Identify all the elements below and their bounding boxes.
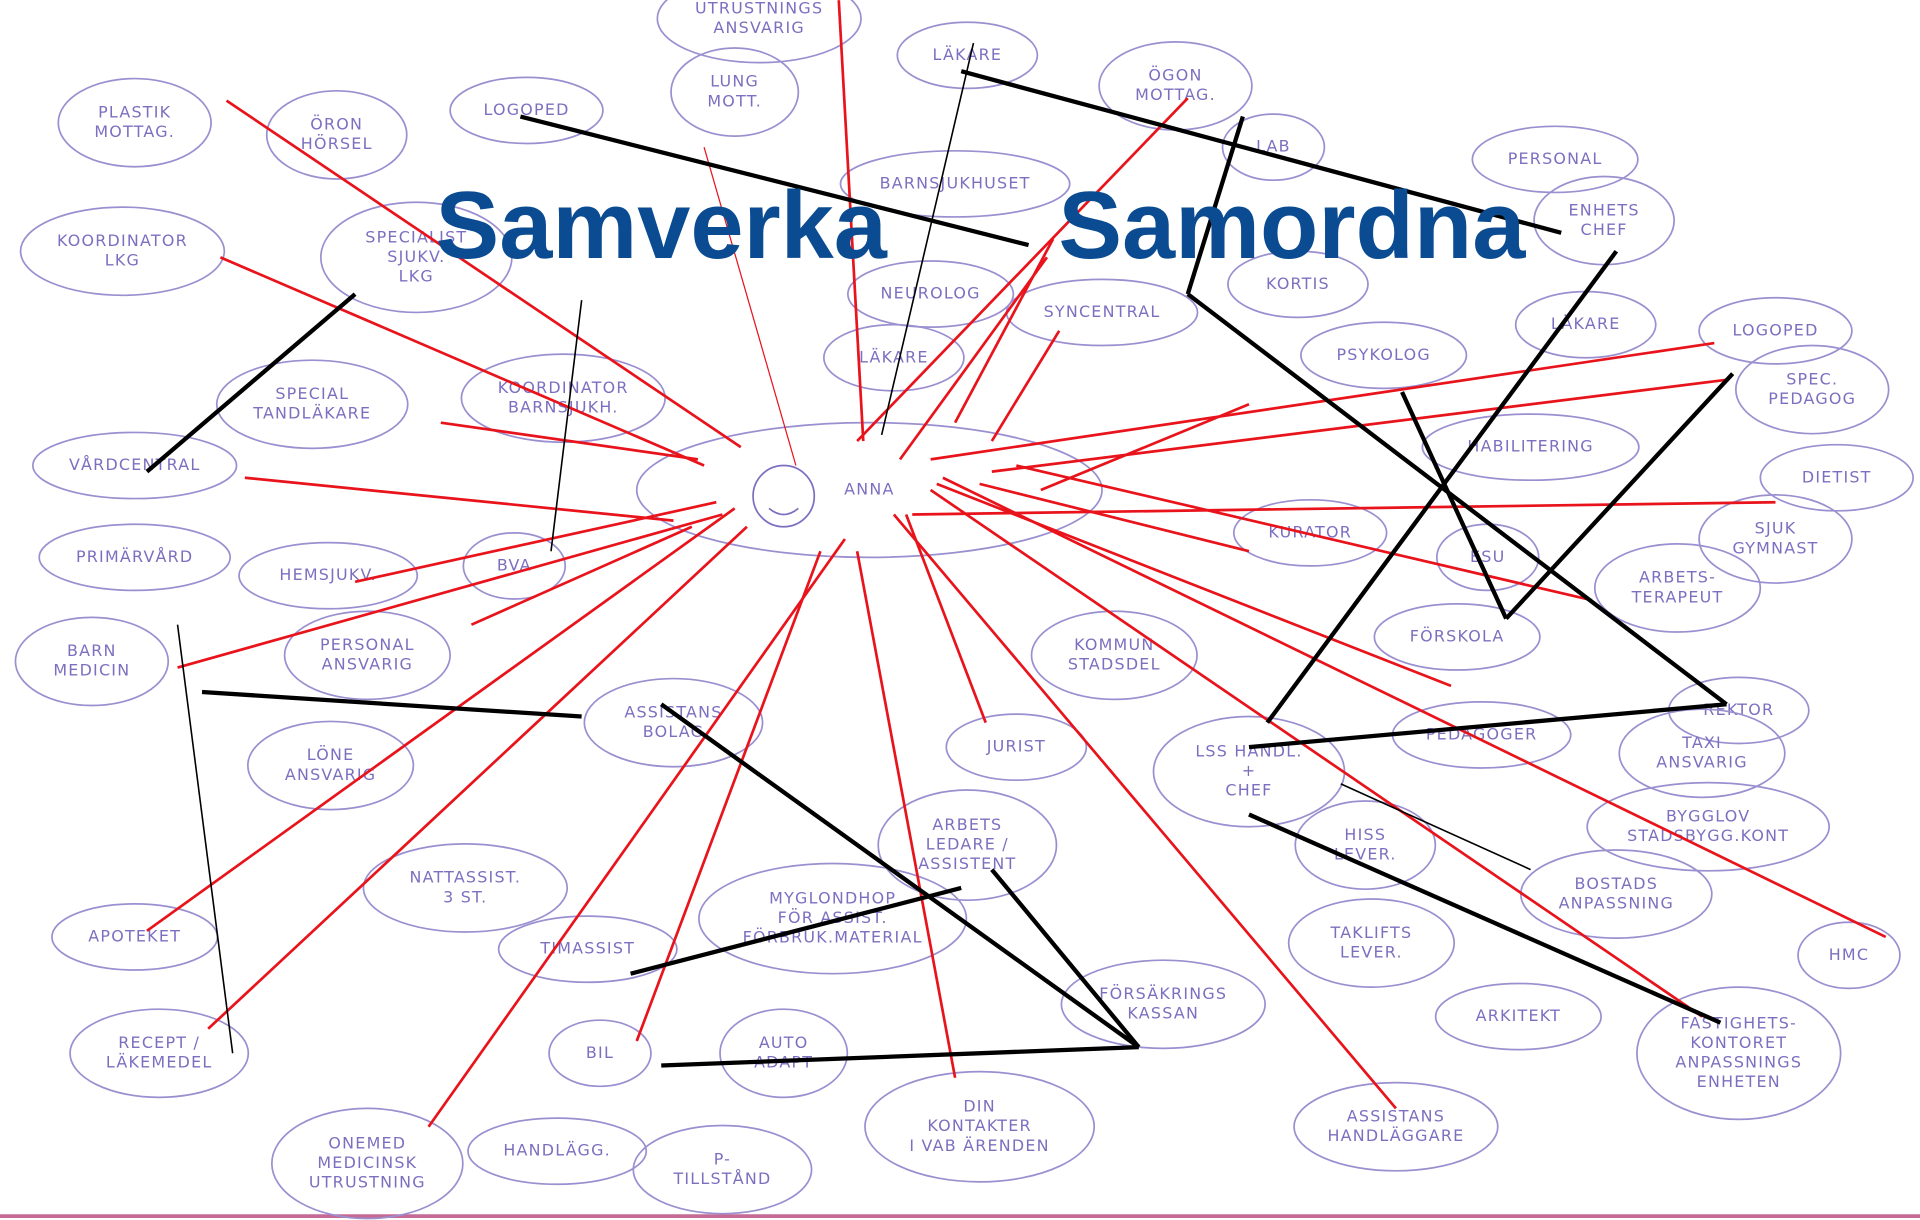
node-label: ANSVARIG [713, 18, 804, 37]
node-label: LÄKARE [859, 347, 929, 366]
node-label: STADSBYGG.KONT [1627, 826, 1789, 845]
node-label: BIL [586, 1043, 614, 1062]
node-label: ÖGON [1148, 66, 1202, 85]
node-label: TILLSTÅND [672, 1169, 771, 1188]
node-label: KOORDINATOR [57, 231, 188, 250]
node-label: HANDLÄGG. [503, 1141, 611, 1160]
node-label: NATTASSIST. [409, 868, 521, 887]
node-label: ARKITEKT [1476, 1006, 1562, 1025]
node-label: KASSAN [1127, 1004, 1199, 1023]
node-label: 3 ST. [443, 887, 487, 906]
node-label: MOTTAG. [1135, 85, 1216, 104]
node-label: ANPASSNINGS [1675, 1053, 1802, 1072]
node-label: ENHETS [1569, 200, 1640, 219]
node-label: NEUROLOG [881, 284, 981, 303]
node-label: MOTT. [707, 91, 762, 110]
node-label: ARBETS- [1639, 568, 1716, 587]
node-label: MEDICIN [53, 661, 130, 680]
node-label: ANNA [844, 480, 894, 499]
node-label: PRIMÄRVÅRD [76, 547, 193, 566]
node-label: BOSTADS [1575, 874, 1659, 893]
node-label: TAXI [1681, 733, 1722, 752]
node-label: KOMMUN [1074, 635, 1154, 654]
node-label: HISS [1344, 825, 1386, 844]
node-label: FÖRSÄKRINGS [1099, 984, 1227, 1003]
node-label: HMC [1829, 945, 1869, 964]
node-label: TAKLIFTS [1330, 923, 1413, 942]
node-label: LÖNE [307, 745, 355, 764]
node-label: JURIST [986, 737, 1046, 756]
node-label: GYMNAST [1732, 538, 1818, 557]
mind-map: UTRUSTNINGSANSVARIGLUNGMOTT.LÄKAREÖGONMO… [0, 0, 1920, 1220]
node-label: SPECIAL [275, 384, 349, 403]
node-label: KONTORET [1690, 1033, 1787, 1052]
node-label: TANDLÄKARE [252, 404, 371, 423]
node-label: PERSONAL [320, 635, 415, 654]
node-label: MYGLONDHOP [769, 888, 896, 907]
node-label: BARN [67, 641, 117, 660]
node-label: CHEF [1225, 781, 1272, 800]
node-label: LKG [105, 251, 140, 270]
node-label: SYNCENTRAL [1044, 302, 1161, 321]
node-label: LÄKEMEDEL [106, 1053, 213, 1072]
node-label: KONTAKTER [927, 1116, 1031, 1135]
node-label: HÖRSEL [301, 134, 373, 153]
node-label: PEDAGOG [1768, 389, 1856, 408]
node-label: UTRUSTNING [309, 1173, 426, 1192]
node-label: SJUK [1755, 519, 1797, 538]
node-label: KURATOR [1268, 522, 1352, 541]
node-label: LÄKARE [933, 45, 1003, 64]
node-label: FASTIGHETS- [1681, 1013, 1797, 1032]
node-label: ÖRON [310, 115, 363, 134]
page: UTRUSTNINGSANSVARIGLUNGMOTT.LÄKAREÖGONMO… [0, 0, 1920, 1220]
node-label: LUNG [710, 72, 759, 91]
node-label: PERSONAL [1508, 149, 1603, 168]
node-label: MOTTAG. [94, 122, 175, 141]
node-label: VÅRDCENTRAL [69, 455, 200, 474]
node-label: APOTEKET [88, 926, 181, 945]
node-label: + [1242, 761, 1257, 780]
node-label: AUTO [759, 1033, 809, 1052]
node-label: I VAB ÄRENDEN [909, 1136, 1049, 1155]
node-label: ASSISTANS [1347, 1106, 1445, 1125]
node-label: DIETIST [1802, 467, 1872, 486]
node-label: LOGOPED [1732, 320, 1818, 339]
node-label: PLASTIK [98, 102, 171, 121]
node-label: HANDLÄGGARE [1327, 1126, 1464, 1145]
node-label: DIN [963, 1097, 996, 1116]
node-label: BARNSJUKHUSET [880, 173, 1031, 192]
node-label: PSYKOLOG [1336, 345, 1430, 364]
node-label: ARBETS [932, 815, 1002, 834]
node-label: RECEPT / [118, 1033, 200, 1052]
node-label: ONEMED [328, 1133, 406, 1152]
node-label: CHEF [1580, 220, 1627, 239]
node-label: LKG [399, 266, 434, 285]
node-label: LEVER. [1340, 942, 1403, 961]
node-label: STADSDEL [1068, 655, 1161, 674]
title-right: Samordna [1058, 173, 1526, 279]
node-label: ANSVARIG [1656, 753, 1748, 772]
node-label: FÖRSKOLA [1410, 626, 1505, 645]
node-label: BYGGLOV [1666, 806, 1750, 825]
node-label: HABILITERING [1467, 437, 1593, 456]
title-left: Samverka [436, 173, 888, 279]
node-label: P- [714, 1149, 731, 1168]
node-label: TERAPEUT [1631, 587, 1724, 606]
node-label: BOLAG [643, 722, 704, 741]
node-label: ANSVARIG [322, 655, 414, 674]
node-label: ANPASSNING [1559, 893, 1675, 912]
node-label: UTRUSTNINGS [695, 0, 823, 17]
node-label: SPEC. [1786, 369, 1838, 388]
node-label: MEDICINSK [317, 1153, 417, 1172]
node-label: ASSISTENT [918, 854, 1016, 873]
node-label: LEDARE / [926, 835, 1009, 854]
node-label: BARNSJUKH. [508, 397, 619, 416]
node-label: ENHETEN [1697, 1072, 1781, 1091]
node-label: KOORDINATOR [498, 378, 629, 397]
